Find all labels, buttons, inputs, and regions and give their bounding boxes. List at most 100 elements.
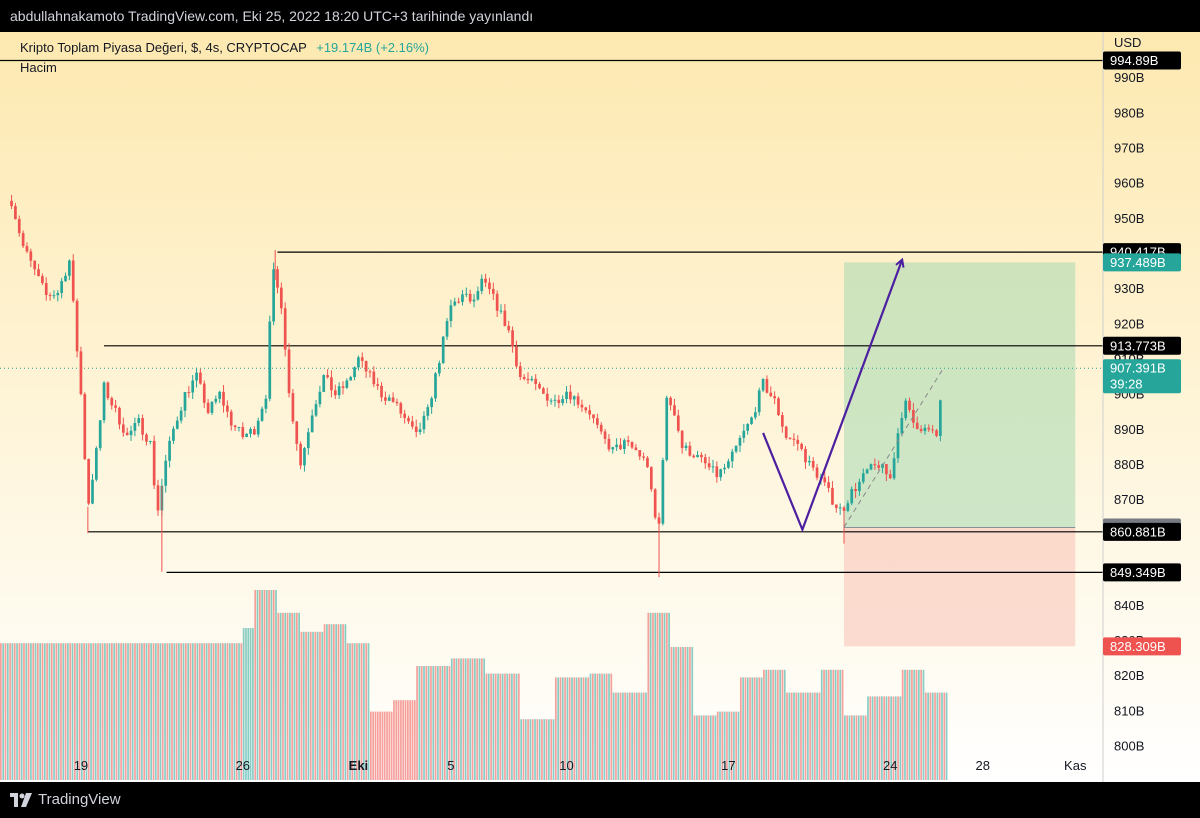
candle-body[interactable] [210,401,214,413]
candle-body[interactable] [908,400,911,410]
candle-body[interactable] [646,457,649,468]
candle-body[interactable] [183,391,187,411]
candle-body[interactable] [865,469,869,474]
candle-body[interactable] [464,293,468,295]
candle-body[interactable] [792,438,796,440]
candle-body[interactable] [152,440,156,486]
candle-body[interactable] [561,399,565,404]
candle-body[interactable] [98,420,102,449]
candle-body[interactable] [526,378,530,381]
candle-body[interactable] [364,360,368,372]
candle-body[interactable] [202,383,206,403]
candle-body[interactable] [33,260,37,270]
candle-body[interactable] [750,417,753,424]
candle-body[interactable] [457,301,460,303]
candle-body[interactable] [800,443,803,449]
candle-body[interactable] [60,281,64,294]
candle-body[interactable] [268,321,272,399]
candle-body[interactable] [164,460,168,486]
candle-body[interactable] [372,371,376,385]
candle-body[interactable] [738,437,742,446]
candle-body[interactable] [569,391,572,400]
candle-body[interactable] [175,420,179,429]
candle-body[interactable] [52,295,56,297]
candle-body[interactable] [94,448,98,480]
candle-body[interactable] [114,405,117,408]
candle-body[interactable] [781,415,784,427]
candle-body[interactable] [199,372,202,384]
candle-body[interactable] [195,372,198,381]
candle-body[interactable] [125,432,129,436]
candle-body[interactable] [295,421,299,444]
candle-body[interactable] [299,443,302,466]
candle-body[interactable] [41,276,44,284]
candle-body[interactable] [885,464,888,475]
candle-body[interactable] [661,460,665,524]
candle-body[interactable] [191,380,195,393]
candle-body[interactable] [476,291,480,300]
candle-body[interactable] [754,412,757,418]
projection-arrow[interactable] [762,261,902,533]
candle-body[interactable] [657,517,661,524]
candle-body[interactable] [418,429,422,433]
candle-body[interactable] [387,397,391,401]
candle-body[interactable] [145,434,148,442]
candle-body[interactable] [499,310,503,312]
candle-body[interactable] [14,206,17,220]
candle-body[interactable] [229,411,233,426]
candle-body[interactable] [622,440,626,450]
candle-body[interactable] [673,405,676,416]
candle-body[interactable] [596,418,599,425]
candle-body[interactable] [588,410,592,415]
candle-body[interactable] [118,407,121,425]
candle-body[interactable] [291,393,295,422]
candle-body[interactable] [692,455,696,458]
candle-body[interactable] [407,417,410,422]
candle-body[interactable] [106,382,110,399]
candle-body[interactable] [858,481,861,492]
candle-body[interactable] [256,420,260,435]
candle-body[interactable] [796,439,800,444]
candle-body[interactable] [576,396,580,405]
candle-body[interactable] [873,464,877,466]
candle-body[interactable] [245,433,249,438]
candle-body[interactable] [522,376,526,379]
candle-body[interactable] [102,382,106,421]
chart-area[interactable]: USD800B810B820B830B840B850B860B870B880B8… [0,32,1200,782]
candle-body[interactable] [249,429,252,434]
candle-body[interactable] [87,459,90,504]
candle-body[interactable] [276,269,279,288]
candle-body[interactable] [653,489,657,518]
candle-body[interactable] [326,375,329,378]
candle-body[interactable] [133,423,137,431]
candle-body[interactable] [746,423,750,431]
candle-body[interactable] [811,460,815,468]
candle-body[interactable] [121,424,125,433]
candle-body[interactable] [264,398,268,409]
candle-body[interactable] [25,246,29,252]
candle-body[interactable] [395,401,399,404]
candle-body[interactable] [607,438,611,450]
candle-body[interactable] [626,440,630,442]
candle-body[interactable] [148,440,152,442]
candle-body[interactable] [376,384,380,386]
candle-body[interactable] [360,357,364,361]
candle-body[interactable] [37,269,40,277]
candle-body[interactable] [761,379,765,391]
candle-body[interactable] [846,503,850,511]
candle-body[interactable] [403,413,407,418]
candle-body[interactable] [56,293,60,296]
candle-body[interactable] [838,507,842,509]
candle-body[interactable] [603,431,607,439]
candle-body[interactable] [584,407,588,411]
candle-body[interactable] [850,488,854,504]
candle-body[interactable] [156,485,160,511]
candle-body[interactable] [333,390,337,396]
candle-body[interactable] [214,398,218,402]
candle-body[interactable] [580,404,584,408]
candle-body[interactable] [669,397,672,406]
candle-body[interactable] [711,466,715,468]
candle-body[interactable] [688,445,692,456]
candle-body[interactable] [318,391,322,405]
candle-body[interactable] [272,269,275,322]
